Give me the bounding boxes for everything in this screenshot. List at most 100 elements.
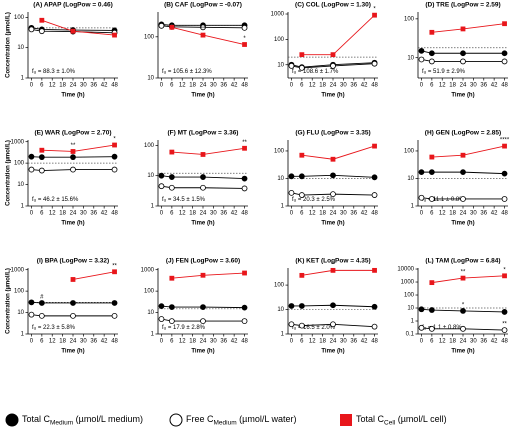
fu-value: = 16.5 ± 2.0% [296,325,335,331]
x-tick-label: 6 [40,339,44,345]
marker [169,24,175,30]
x-tick-label: 42 [491,339,498,345]
fu-note: fu = 88.3 ± 1.0% [32,69,76,75]
x-tick-label: 42 [361,339,368,345]
marker [501,196,508,202]
y-tick-label: 1 [21,76,25,82]
fu-symbol: f [162,197,164,203]
x-tick-label: 0 [160,211,164,217]
significance-label: ** [461,270,466,276]
fu-subscript: u [164,70,167,75]
marker [330,62,336,69]
marker [418,169,425,176]
panel-title: (L) TAM (LogPow = 6.84) [425,258,500,265]
x-tick-label: 6 [170,339,174,345]
y-tick-label: 1000 [11,267,25,273]
x-tick-label: 42 [491,211,498,217]
x-tick-label: 12 [49,211,56,217]
x-tick-label: 48 [111,339,118,345]
x-tick-label: 18 [59,83,66,89]
legend-subscript: Medium [50,419,73,426]
fu-value: = 22.3 ± 5.8% [36,325,75,331]
x-tick-label: 36 [350,339,357,345]
panel: (G) FLU (LogPow = 3.35) 1 10 100 0 6 12 18 24 30 3… [274,130,379,227]
marker [200,152,206,157]
x-tick-label: 24 [70,339,77,345]
y-tick-label: 1000 [11,139,25,145]
y-tick-label: 10 [277,307,284,313]
x-tick-label: 36 [480,339,487,345]
x-axis-label: Time (h) [321,221,344,227]
marker [70,277,76,282]
fu-note: fu = 46.2 ± 15.6% [32,197,79,203]
x-tick-label: 48 [501,339,508,345]
y-tick-label: 100 [274,149,285,155]
x-tick-label: 12 [309,83,316,89]
marker [28,26,35,33]
x-tick-label: 42 [101,83,108,89]
x-axis-label: Time (h) [61,349,84,355]
y-tick-label: 0.1 [406,332,415,338]
y-tick-label: 1 [21,332,25,338]
series-line [291,304,375,308]
y-tick-label: 1 [151,204,155,210]
marker [502,21,507,27]
panel: (J) FEN (LogPow = 3.60) 1 10 100 1000 0 6 12 18 2… [141,258,249,355]
x-tick-label: 0 [160,83,164,89]
marker [372,12,377,18]
y-tick-label: 1000 [401,280,415,286]
marker [502,273,507,279]
marker [371,174,378,181]
marker [38,300,45,306]
y-axis-label: Concentration (µmol/L) [6,268,12,334]
y-tick-label: 100 [14,289,25,295]
series-line [421,327,505,331]
legend-label: Total CCell (µmol/L cell) [356,414,447,426]
fu-subscript: u [34,70,37,75]
x-tick-label: 18 [319,339,326,345]
marker [158,316,165,322]
marker [460,325,466,332]
marker [241,318,248,324]
significance-label: ** [242,140,247,146]
x-tick-label: 36 [480,211,487,217]
x-tick-label: 24 [200,211,207,217]
x-tick-label: 12 [179,211,186,217]
panel-title: (I) BPA (LogPow = 3.32) [37,258,109,265]
x-tick-label: 36 [90,83,97,89]
x-tick-label: 12 [49,339,56,345]
x-tick-label: 36 [90,211,97,217]
x-tick-label: 42 [361,83,368,89]
panel-title: (D) TRE (LogPow = 2.59) [425,2,500,9]
marker [330,52,336,58]
marker [70,154,76,161]
panel: (F) MT (LogPow = 3.36) 1 10 100 0 6 12 18 24 30 36… [144,130,249,227]
marker [158,303,165,310]
significance-label: ** [71,143,76,149]
x-tick-label: 24 [460,339,467,345]
fu-value: = 51.9 ± 2.9% [426,69,465,75]
marker [330,302,336,309]
x-tick-label: 6 [170,211,174,217]
fu-value: = 88.3 ± 1.0% [36,69,75,75]
marker [371,60,378,67]
x-tick-label: 30 [80,339,87,345]
marker [428,307,435,313]
legend-name: Total C [22,414,51,424]
marker [460,58,466,65]
x-tick-label: 6 [40,211,44,217]
legend-marker [340,414,352,426]
x-tick-label: 30 [340,211,347,217]
x-tick-label: 48 [501,83,508,89]
x-tick-label: 48 [371,83,378,89]
marker [242,270,247,276]
y-tick-label: 100 [274,37,285,43]
x-tick-label: 42 [101,211,108,217]
x-tick-label: 12 [309,211,316,217]
marker [428,169,435,176]
x-axis-label: Time (h) [191,93,214,99]
marker [429,154,435,160]
fu-note: fu = 20.3 ± 2.5% [292,197,336,203]
marker [111,153,118,160]
x-tick-label: 12 [439,211,446,217]
